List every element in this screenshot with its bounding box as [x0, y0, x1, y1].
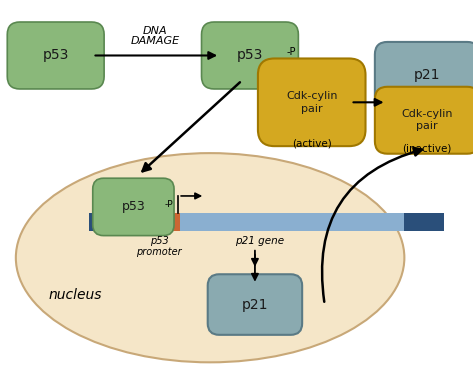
Text: p21: p21 — [414, 68, 440, 82]
Text: Cdk-cylin
pair: Cdk-cylin pair — [286, 91, 337, 113]
Bar — [89, 213, 118, 231]
Text: Cdk-cylin
pair: Cdk-cylin pair — [401, 109, 453, 131]
Text: p53
promoter: p53 promoter — [137, 236, 182, 257]
Text: -P: -P — [164, 201, 173, 209]
FancyBboxPatch shape — [7, 22, 104, 89]
FancyArrowPatch shape — [322, 148, 422, 302]
FancyBboxPatch shape — [258, 59, 365, 146]
Text: (inactive): (inactive) — [402, 143, 452, 153]
FancyBboxPatch shape — [208, 274, 302, 335]
Text: p21: p21 — [242, 298, 268, 312]
Bar — [180, 213, 404, 231]
Bar — [404, 213, 444, 231]
Text: DNA
DAMAGE: DNA DAMAGE — [131, 26, 180, 46]
Text: p53: p53 — [43, 49, 69, 63]
Text: p53: p53 — [237, 49, 263, 63]
Text: (active): (active) — [292, 138, 332, 148]
FancyBboxPatch shape — [201, 22, 298, 89]
Text: -P: -P — [287, 47, 296, 57]
Text: p53: p53 — [121, 201, 145, 213]
Ellipse shape — [16, 153, 404, 362]
Text: nucleus: nucleus — [49, 287, 102, 302]
Text: p21 gene: p21 gene — [236, 236, 284, 246]
Bar — [118, 213, 180, 231]
FancyBboxPatch shape — [375, 87, 474, 154]
FancyBboxPatch shape — [375, 42, 474, 109]
FancyBboxPatch shape — [93, 178, 174, 236]
